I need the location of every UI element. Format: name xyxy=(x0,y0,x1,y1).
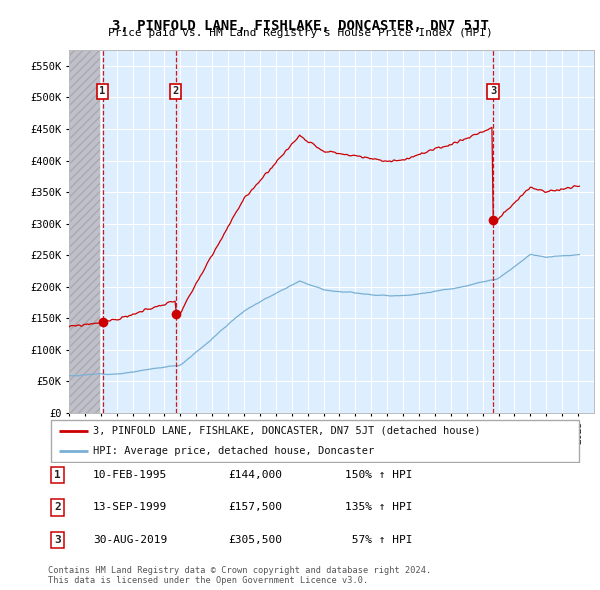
Text: 1: 1 xyxy=(54,470,61,480)
Text: 10-FEB-1995: 10-FEB-1995 xyxy=(93,470,167,480)
Text: 57% ↑ HPI: 57% ↑ HPI xyxy=(345,535,413,545)
Bar xyxy=(69,50,100,413)
Text: 1: 1 xyxy=(100,86,106,96)
Text: 3: 3 xyxy=(54,535,61,545)
Text: 30-AUG-2019: 30-AUG-2019 xyxy=(93,535,167,545)
Text: HPI: Average price, detached house, Doncaster: HPI: Average price, detached house, Donc… xyxy=(94,446,374,456)
Text: £144,000: £144,000 xyxy=(228,470,282,480)
Text: Contains HM Land Registry data © Crown copyright and database right 2024.
This d: Contains HM Land Registry data © Crown c… xyxy=(48,566,431,585)
Text: 3, PINFOLD LANE, FISHLAKE, DONCASTER, DN7 5JT: 3, PINFOLD LANE, FISHLAKE, DONCASTER, DN… xyxy=(112,19,488,33)
Text: £305,500: £305,500 xyxy=(228,535,282,545)
Text: 3: 3 xyxy=(490,86,496,96)
Text: 2: 2 xyxy=(54,503,61,512)
Text: 3, PINFOLD LANE, FISHLAKE, DONCASTER, DN7 5JT (detached house): 3, PINFOLD LANE, FISHLAKE, DONCASTER, DN… xyxy=(94,426,481,436)
FancyBboxPatch shape xyxy=(50,420,580,463)
Text: 135% ↑ HPI: 135% ↑ HPI xyxy=(345,503,413,512)
Text: 2: 2 xyxy=(173,86,179,96)
Text: £157,500: £157,500 xyxy=(228,503,282,512)
Text: 13-SEP-1999: 13-SEP-1999 xyxy=(93,503,167,512)
Text: 150% ↑ HPI: 150% ↑ HPI xyxy=(345,470,413,480)
Text: Price paid vs. HM Land Registry's House Price Index (HPI): Price paid vs. HM Land Registry's House … xyxy=(107,28,493,38)
